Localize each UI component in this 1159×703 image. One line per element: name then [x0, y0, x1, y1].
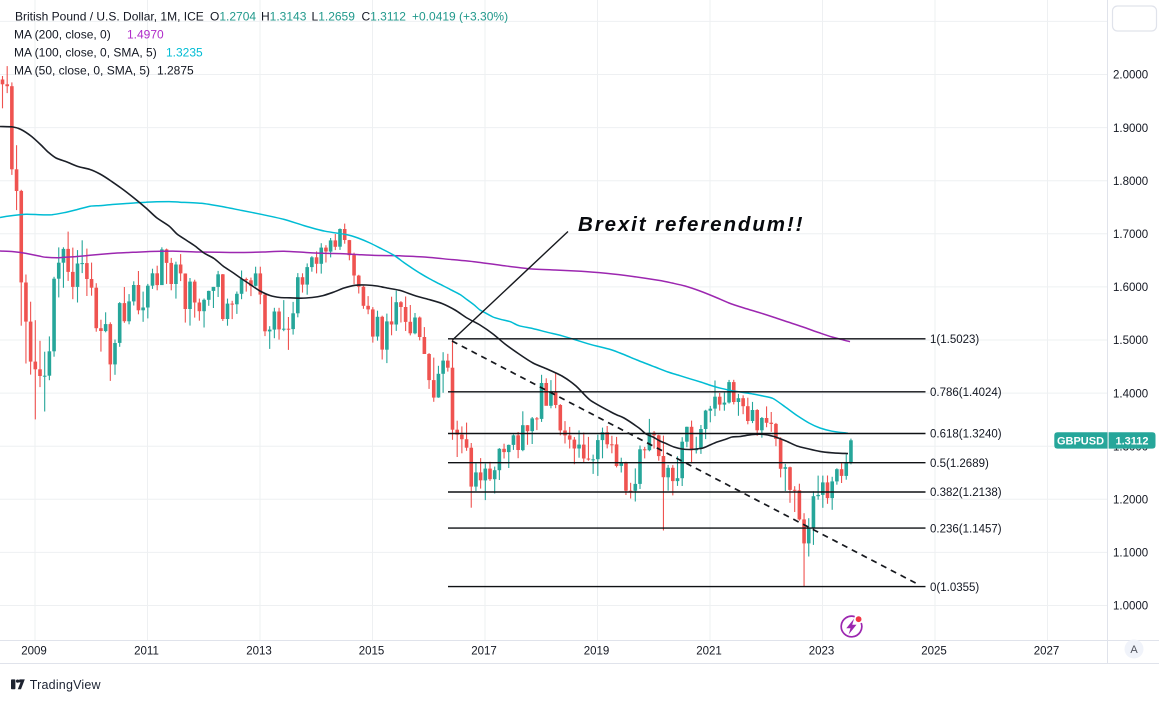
- svg-text:Brexit referendum!!: Brexit referendum!!: [578, 213, 804, 236]
- svg-text:1.4000: 1.4000: [1113, 388, 1148, 400]
- svg-text:2021: 2021: [696, 646, 722, 658]
- svg-text:2025: 2025: [921, 646, 947, 658]
- svg-text:0.5(1.2689): 0.5(1.2689): [930, 458, 989, 470]
- svg-text:1.8000: 1.8000: [1113, 176, 1148, 188]
- svg-text:2019: 2019: [584, 646, 610, 658]
- svg-text:1.7000: 1.7000: [1113, 229, 1148, 241]
- svg-text:2013: 2013: [246, 646, 272, 658]
- svg-text:1.5000: 1.5000: [1113, 335, 1148, 347]
- svg-text:TradingView: TradingView: [30, 678, 102, 692]
- svg-text:1.2000: 1.2000: [1113, 495, 1148, 507]
- svg-text:2.0000: 2.0000: [1113, 70, 1148, 82]
- svg-text:GBPUSD: GBPUSD: [1057, 435, 1104, 447]
- svg-text:2011: 2011: [134, 646, 159, 658]
- svg-text:1.9000: 1.9000: [1113, 123, 1148, 135]
- svg-text:MA (100, close, 0, SMA, 5)1.32: MA (100, close, 0, SMA, 5) 1.3235: [14, 46, 203, 60]
- svg-text:A: A: [1130, 644, 1138, 656]
- svg-text:1.3112: 1.3112: [1115, 435, 1148, 447]
- svg-text:0.236(1.1457): 0.236(1.1457): [930, 523, 1002, 535]
- svg-text:2027: 2027: [1034, 646, 1060, 658]
- svg-text:0.618(1.3240): 0.618(1.3240): [930, 429, 1002, 441]
- svg-text:MA (50, close, 0, SMA, 5)1.287: MA (50, close, 0, SMA, 5) 1.2875: [14, 64, 194, 78]
- svg-text:0.382(1.2138): 0.382(1.2138): [930, 487, 1002, 499]
- svg-text:0(1.0355): 0(1.0355): [930, 582, 979, 594]
- svg-text:2023: 2023: [809, 646, 835, 658]
- svg-text:MA (200, close, 0)1.4970: MA (200, close, 0) 1.4970: [14, 28, 164, 42]
- svg-text:1.0000: 1.0000: [1113, 601, 1148, 613]
- svg-text:2015: 2015: [359, 646, 385, 658]
- svg-text:0.786(1.4024): 0.786(1.4024): [930, 387, 1002, 399]
- svg-text:British Pound / U.S. Dollar, 1: British Pound / U.S. Dollar, 1M, ICE O1.2…: [15, 10, 508, 24]
- svg-text:2009: 2009: [21, 646, 47, 658]
- svg-text:1(1.5023): 1(1.5023): [930, 334, 979, 346]
- svg-text:2017: 2017: [471, 646, 497, 658]
- svg-text:1.1000: 1.1000: [1113, 548, 1148, 560]
- svg-text:1.6000: 1.6000: [1113, 282, 1148, 294]
